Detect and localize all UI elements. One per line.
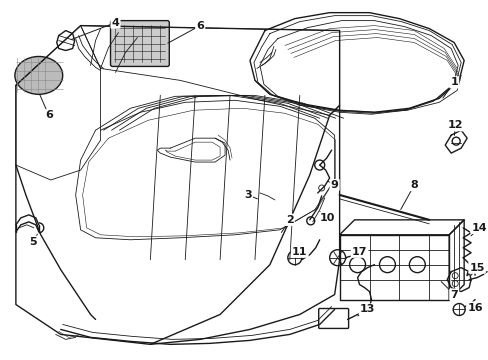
- Text: 16: 16: [467, 302, 482, 312]
- Text: 15: 15: [468, 263, 484, 273]
- Text: 6: 6: [196, 21, 203, 31]
- Text: 1: 1: [449, 77, 457, 87]
- Text: 10: 10: [319, 213, 335, 223]
- Text: 9: 9: [330, 180, 338, 190]
- Text: 7: 7: [449, 289, 457, 300]
- Text: 8: 8: [409, 180, 417, 190]
- Text: 14: 14: [470, 223, 486, 233]
- Text: 6: 6: [45, 110, 53, 120]
- Text: 13: 13: [359, 305, 374, 315]
- Text: 2: 2: [285, 215, 293, 225]
- Text: 17: 17: [351, 247, 366, 257]
- Ellipse shape: [15, 57, 62, 94]
- Text: 4: 4: [111, 18, 119, 28]
- Text: 3: 3: [244, 190, 251, 200]
- Text: 11: 11: [291, 247, 307, 257]
- Text: 5: 5: [29, 237, 37, 247]
- Text: 12: 12: [447, 120, 462, 130]
- FancyBboxPatch shape: [110, 21, 169, 67]
